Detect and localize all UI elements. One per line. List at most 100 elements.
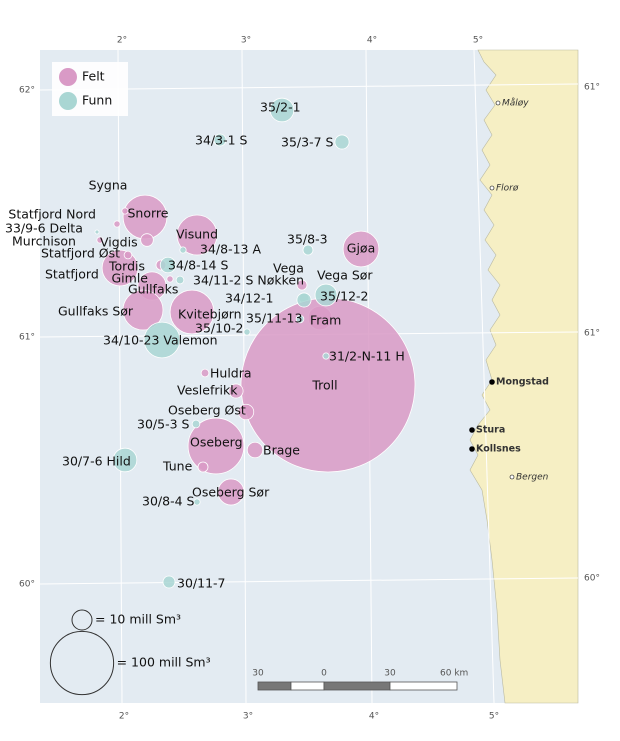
- lon-label: 2°: [117, 36, 127, 46]
- field-bubble: [295, 314, 305, 324]
- field-label: 34/11-2 S Nøkken: [193, 273, 304, 288]
- field-label: Veslefrikk: [177, 383, 238, 398]
- field-label: Visund: [176, 227, 218, 242]
- field-label: Statfjord Øst: [41, 246, 120, 261]
- field-bubble: [246, 441, 264, 459]
- legend-label: Felt: [82, 69, 105, 84]
- field-bubble: [175, 275, 185, 285]
- field-bubble: [314, 283, 338, 307]
- scale-label: 60 km: [440, 669, 468, 679]
- field-bubble: [243, 328, 251, 336]
- place-label: Kollsnes: [476, 444, 521, 455]
- field-label: 30/5-3 S: [137, 417, 190, 432]
- legend-swatch: [59, 92, 77, 110]
- place-label: Florø: [496, 184, 519, 194]
- field-bubble: [322, 352, 330, 360]
- field-label: Tordis: [108, 259, 145, 274]
- legend-swatch: [59, 68, 77, 86]
- scale-label: 30: [384, 669, 396, 679]
- field-label: 34/3-1 S: [195, 133, 248, 148]
- field-label: Vigdis: [100, 235, 138, 250]
- field-bubble: [228, 383, 244, 399]
- field-label: 34/8-14 S: [168, 258, 228, 273]
- field-label: Oseberg: [190, 435, 243, 450]
- field-bubble: [191, 419, 201, 429]
- field-label: 35/10-2: [195, 321, 244, 336]
- field-bubble: [213, 133, 227, 147]
- field-label: Troll: [311, 378, 337, 393]
- field-bubble: [113, 220, 121, 228]
- field-bubble: [302, 244, 314, 256]
- place-label: Måløy: [502, 98, 529, 109]
- lat-label: 62°: [19, 86, 35, 96]
- place-dot: [469, 446, 475, 452]
- field-label: Statfjord Nord: [8, 207, 96, 222]
- field-bubble: [187, 417, 245, 475]
- size-legend-circle: [71, 609, 93, 631]
- field-label: 34/12-1: [225, 291, 274, 306]
- lon-label: 3°: [243, 712, 253, 722]
- size-legend-label: = 100 mill Sm³: [117, 655, 211, 670]
- field-label: Gullfaks Sør: [58, 304, 134, 319]
- field-bubble: [217, 478, 245, 506]
- field-label: 35/8-3: [287, 232, 328, 247]
- place-dot: [469, 427, 475, 433]
- place-dot: [495, 100, 501, 106]
- field-label: Vega Sør: [317, 268, 373, 283]
- place-label: Stura: [476, 425, 505, 436]
- field-label: 30/7-6 Hild: [62, 454, 131, 469]
- field-bubble: [122, 289, 164, 331]
- lat-label: 61°: [19, 333, 35, 343]
- field-label: 31/2-N-11 H: [329, 349, 405, 364]
- field-bubble: [169, 289, 215, 335]
- field-label: Gullfaks: [128, 282, 178, 297]
- field-bubble: [296, 279, 308, 291]
- field-bubble: [112, 447, 138, 473]
- field-label: Gimle: [112, 271, 149, 286]
- field-label: Gjøa: [347, 241, 375, 256]
- field-bubble: [334, 134, 350, 150]
- field-bubble: [121, 207, 129, 215]
- field-label: Statfjord: [45, 267, 99, 282]
- field-bubble: [123, 250, 133, 260]
- field-label: 34/10-23 Valemon: [103, 333, 218, 348]
- size-legend-circle: [49, 630, 115, 696]
- field-label: 35/3-7 S: [281, 135, 334, 150]
- size-legend-label: = 10 mill Sm³: [95, 612, 181, 627]
- field-bubble: [197, 461, 209, 473]
- field-label: 33/9-6 Delta: [5, 221, 83, 236]
- field-bubble: [94, 229, 100, 235]
- field-label: 35/2-1: [260, 100, 301, 115]
- field-bubble: [143, 321, 181, 359]
- field-bubble: [296, 292, 312, 308]
- field-bubble: [179, 246, 187, 254]
- field-bubble: [237, 403, 255, 421]
- lon-label: 5°: [473, 36, 483, 46]
- lat-label: 60°: [584, 574, 600, 584]
- place-dot: [489, 185, 495, 191]
- field-label: Kvitebjørn: [178, 307, 242, 322]
- place-label: Bergen: [516, 473, 549, 483]
- field-label: Fram: [310, 313, 341, 328]
- field-label: Huldra: [210, 366, 252, 381]
- field-label: Oseberg Øst: [168, 403, 246, 418]
- field-bubble: [269, 97, 295, 123]
- field-label: 30/8-4 S: [142, 494, 195, 509]
- field-bubble: [162, 575, 176, 589]
- lat-label: 61°: [584, 329, 600, 339]
- field-label: Vega: [273, 261, 304, 276]
- lon-label: 4°: [369, 712, 379, 722]
- field-bubble: [166, 275, 174, 283]
- scale-bar: [257, 681, 458, 691]
- field-label: 30/11-7: [177, 576, 226, 591]
- lon-label: 2°: [119, 712, 129, 722]
- field-bubble: [140, 233, 154, 247]
- lon-label: 5°: [489, 712, 499, 722]
- lon-label: 3°: [241, 36, 251, 46]
- field-bubble: [96, 236, 104, 244]
- field-bubble: [200, 368, 210, 378]
- legend-label: Funn: [82, 93, 112, 108]
- place-dot: [489, 379, 495, 385]
- scale-label: 0: [321, 669, 327, 679]
